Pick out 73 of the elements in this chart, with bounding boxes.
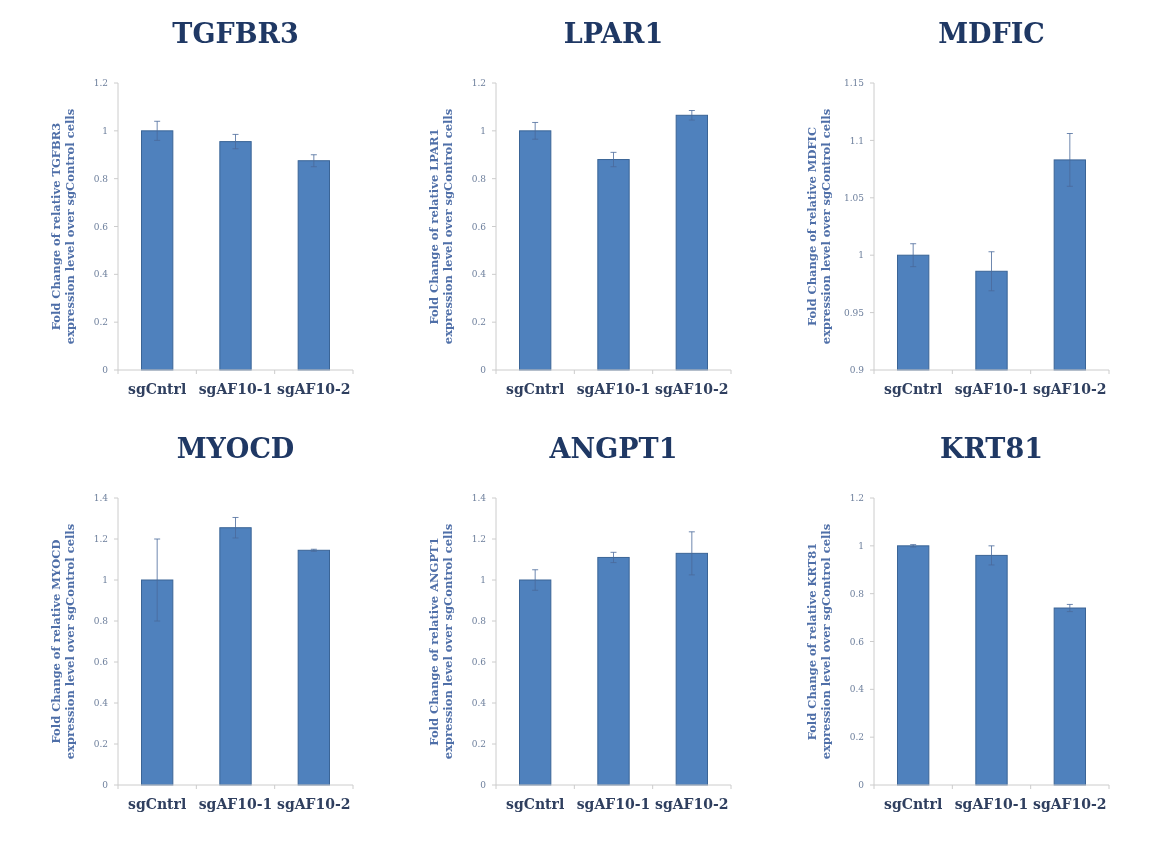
y-tick-label: 0 [480, 365, 487, 376]
y-tick-label: 0.8 [471, 616, 487, 627]
y-tick-label: 1.15 [843, 78, 865, 89]
y-tick-label: 0 [102, 365, 109, 376]
x-tick-label: sgAF10-2 [277, 381, 351, 397]
y-tick-label: 1.2 [93, 78, 108, 89]
x-tick-label: sgAF10-2 [1033, 381, 1107, 397]
y-tick-label: 1.4 [93, 493, 109, 504]
y-tick-label: 1.2 [849, 493, 864, 504]
y-axis-title: Fold Change of relative MYOCD expression level over sgControl cells [49, 523, 77, 760]
y-tick-label: 0.6 [93, 221, 109, 232]
y-tick-label: 0.4 [93, 698, 109, 709]
y-tick-label: 0.6 [849, 636, 865, 647]
chart-title: LPAR1 [563, 18, 664, 49]
y-tick-label: 0.2 [93, 739, 108, 750]
x-tick-label: sgCntrl [884, 381, 943, 397]
y-tick-label: 0.6 [471, 657, 487, 668]
y-tick-label: 0.2 [849, 732, 864, 743]
y-tick-label: 0.2 [93, 317, 108, 328]
x-tick-label: sgCntrl [128, 796, 187, 812]
chart-title: MYOCD [176, 433, 295, 464]
y-axis-title: Fold Change of relative KRT81 expression level over sgControl cells [805, 523, 833, 760]
y-tick-label: 1 [480, 575, 486, 586]
y-tick-label: 0.9 [849, 365, 865, 376]
chart-title: MDFIC [938, 18, 1045, 49]
x-tick-label: sgAF10-2 [277, 796, 351, 812]
x-tick-label: sgAF10-2 [655, 796, 729, 812]
y-tick-label: 1.2 [93, 534, 108, 545]
y-tick-label: 0.8 [93, 173, 109, 184]
y-tick-label: 0 [102, 780, 109, 791]
y-tick-label: 0.8 [471, 173, 487, 184]
y-tick-label: 0.2 [471, 739, 486, 750]
x-tick-label: sgAF10-2 [655, 381, 729, 397]
y-tick-label: 0.4 [471, 269, 487, 280]
x-tick-label: sgAF10-2 [1033, 796, 1107, 812]
y-tick-label: 0.4 [93, 269, 109, 280]
chart-title: TGFBR3 [172, 18, 299, 49]
y-tick-label: 0.95 [843, 307, 865, 318]
y-tick-label: 0.8 [849, 588, 865, 599]
x-tick-label: sgAF10-1 [576, 796, 651, 812]
y-tick-label: 0.6 [471, 221, 487, 232]
y-tick-label: 1.4 [471, 493, 487, 504]
y-tick-label: 1.2 [471, 534, 486, 545]
y-tick-label: 0.4 [471, 698, 487, 709]
x-tick-label: sgCntrl [506, 796, 565, 812]
y-tick-label: 1 [858, 250, 864, 261]
x-tick-label: sgCntrl [128, 381, 187, 397]
y-tick-label: 1.1 [849, 135, 864, 146]
x-tick-label: sgAF10-1 [198, 381, 273, 397]
x-tick-label: sgAF10-1 [576, 381, 651, 397]
x-tick-label: sgAF10-1 [954, 381, 1029, 397]
y-tick-label: 0 [858, 780, 865, 791]
y-axis-title: Fold Change of relative ANGPT1 expression level over sgControl cells [427, 523, 455, 760]
y-tick-label: 1 [102, 575, 108, 586]
x-tick-label: sgAF10-1 [198, 796, 273, 812]
chart-title: KRT81 [939, 433, 1044, 464]
y-axis-title: Fold Change of relative MDFIC expression level over sgControl cells [805, 108, 833, 345]
y-axis-title: Fold Change of relative TGFBR3 expression level over sgControl cells [49, 108, 77, 345]
y-tick-label: 1 [858, 540, 864, 551]
y-axis-title: Fold Change of relative LPAR1 expression level over sgControl cells [427, 108, 455, 345]
x-tick-label: sgCntrl [506, 381, 565, 397]
x-tick-label: sgAF10-1 [954, 796, 1029, 812]
y-tick-label: 1 [480, 125, 486, 136]
y-tick-label: 0 [480, 780, 487, 791]
chart-title: ANGPT1 [548, 433, 678, 464]
y-tick-label: 1.05 [843, 192, 865, 203]
x-tick-label: sgCntrl [884, 796, 943, 812]
y-tick-label: 1.2 [471, 78, 486, 89]
y-tick-label: 0.8 [93, 616, 109, 627]
y-tick-label: 1 [102, 125, 108, 136]
y-tick-label: 0.6 [93, 657, 109, 668]
y-tick-label: 0.2 [471, 317, 486, 328]
y-tick-label: 0.4 [849, 684, 865, 695]
